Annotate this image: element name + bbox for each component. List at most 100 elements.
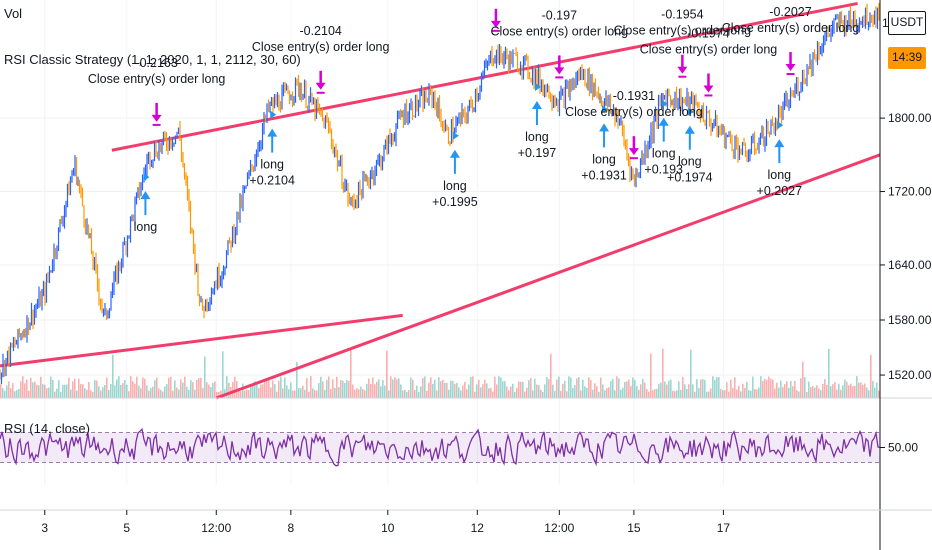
volume-bar (744, 388, 746, 398)
volume-bar (36, 384, 38, 398)
volume-bar (274, 384, 276, 398)
volume-bar (200, 377, 202, 398)
volume-bar (72, 381, 74, 398)
volume-bar (698, 388, 700, 398)
volume-bar (620, 389, 622, 398)
entry-label: long (678, 155, 702, 169)
volume-bar (264, 379, 266, 398)
volume-bar (680, 389, 682, 398)
volume-bar (410, 377, 412, 398)
volume-bar (598, 391, 600, 398)
volume-bar (766, 379, 768, 398)
volume-bar (416, 385, 418, 398)
volume-bar (754, 389, 756, 398)
entry-arrow-head (774, 139, 785, 148)
volume-bar (786, 381, 788, 398)
volume-bar (532, 390, 534, 398)
volume-bar (674, 391, 676, 398)
volume-bar (660, 382, 662, 398)
volume-bar (850, 383, 852, 398)
volume-bar (692, 384, 694, 398)
volume-bar (444, 382, 446, 398)
volume-bar (872, 380, 874, 398)
volume-bar (140, 388, 142, 398)
volume-bar (62, 384, 64, 398)
volume-bar (432, 383, 434, 398)
volume-bar (518, 381, 520, 398)
entry-arrow-head (267, 128, 278, 137)
volume-bar (530, 377, 532, 398)
exit-value: -0.1974 (687, 26, 729, 40)
time-tick-label: 12:00 (544, 521, 574, 535)
volume-bar (618, 378, 620, 398)
price-tick-label: 1520.00 (888, 368, 932, 382)
volume-bar (318, 382, 320, 398)
volume-bar (286, 385, 288, 398)
volume-bars (0, 348, 880, 398)
volume-bar (464, 382, 466, 398)
volume-bar (184, 376, 186, 398)
volume-bar (852, 385, 854, 398)
volume-bar (480, 387, 482, 398)
volume-bar (368, 378, 370, 398)
volume-bar (74, 378, 76, 398)
volume-bar (240, 391, 242, 398)
volume-bar (708, 391, 710, 398)
volume-bar (150, 387, 152, 398)
entry-value: +0.2027 (757, 184, 803, 198)
exit-value: -0.2163 (135, 56, 177, 70)
volume-bar (858, 382, 860, 398)
volume-bar (774, 388, 776, 398)
volume-bar (552, 384, 554, 398)
strategy-legend[interactable]: RSI Classic Strategy (1, 1, 2020, 1, 1, … (4, 52, 301, 67)
volume-bar (672, 390, 674, 398)
volume-bar (778, 387, 780, 398)
volume-bar (796, 390, 798, 398)
volume-bar (456, 382, 458, 398)
volume-bar (348, 381, 350, 398)
volume-bar (186, 386, 188, 398)
volume-bar (710, 388, 712, 398)
volume-bar (848, 385, 850, 398)
volume-bar (76, 390, 78, 398)
volume-bar (136, 376, 138, 398)
volume-bar (740, 391, 742, 398)
exit-label: Close entry(s) order long (252, 40, 390, 54)
volume-bar (760, 376, 762, 398)
volume-bar (382, 379, 384, 398)
volume-bar (190, 380, 192, 398)
volume-bar (730, 379, 732, 398)
volume-bar (860, 382, 862, 398)
exit-label: Close entry(s) order long (640, 42, 778, 56)
volume-bar (640, 384, 642, 398)
volume-bar (820, 390, 822, 398)
volume-bar (66, 384, 68, 398)
volume-bar (102, 387, 104, 398)
volume-bar (292, 390, 294, 398)
volume-bar (70, 389, 72, 398)
rsi-tick-label: 50.00 (888, 441, 918, 455)
volume-bar (24, 383, 26, 398)
volume-bar (770, 378, 772, 398)
volume-bar (406, 391, 408, 398)
volume-bar (806, 391, 808, 398)
volume-bar (204, 356, 206, 398)
volume-bar (502, 381, 504, 398)
entry-marker (602, 105, 609, 114)
price-tick-label: 1800.00 (888, 111, 932, 125)
volume-bar (832, 384, 834, 398)
volume-bar (622, 387, 624, 398)
volume-bar (816, 385, 818, 398)
volume-bar (808, 381, 810, 398)
volume-bar (216, 391, 218, 398)
volume-bar (602, 384, 604, 398)
volume-bar (342, 380, 344, 398)
currency-badge[interactable]: USDT (888, 11, 926, 35)
entry-label: long (525, 130, 549, 144)
volume-bar (360, 386, 362, 398)
volume-bar (114, 385, 116, 398)
countdown-badge: 14:39 (888, 47, 926, 69)
rsi-legend[interactable]: RSI (14, close) (4, 421, 90, 436)
volume-bar (180, 379, 182, 398)
